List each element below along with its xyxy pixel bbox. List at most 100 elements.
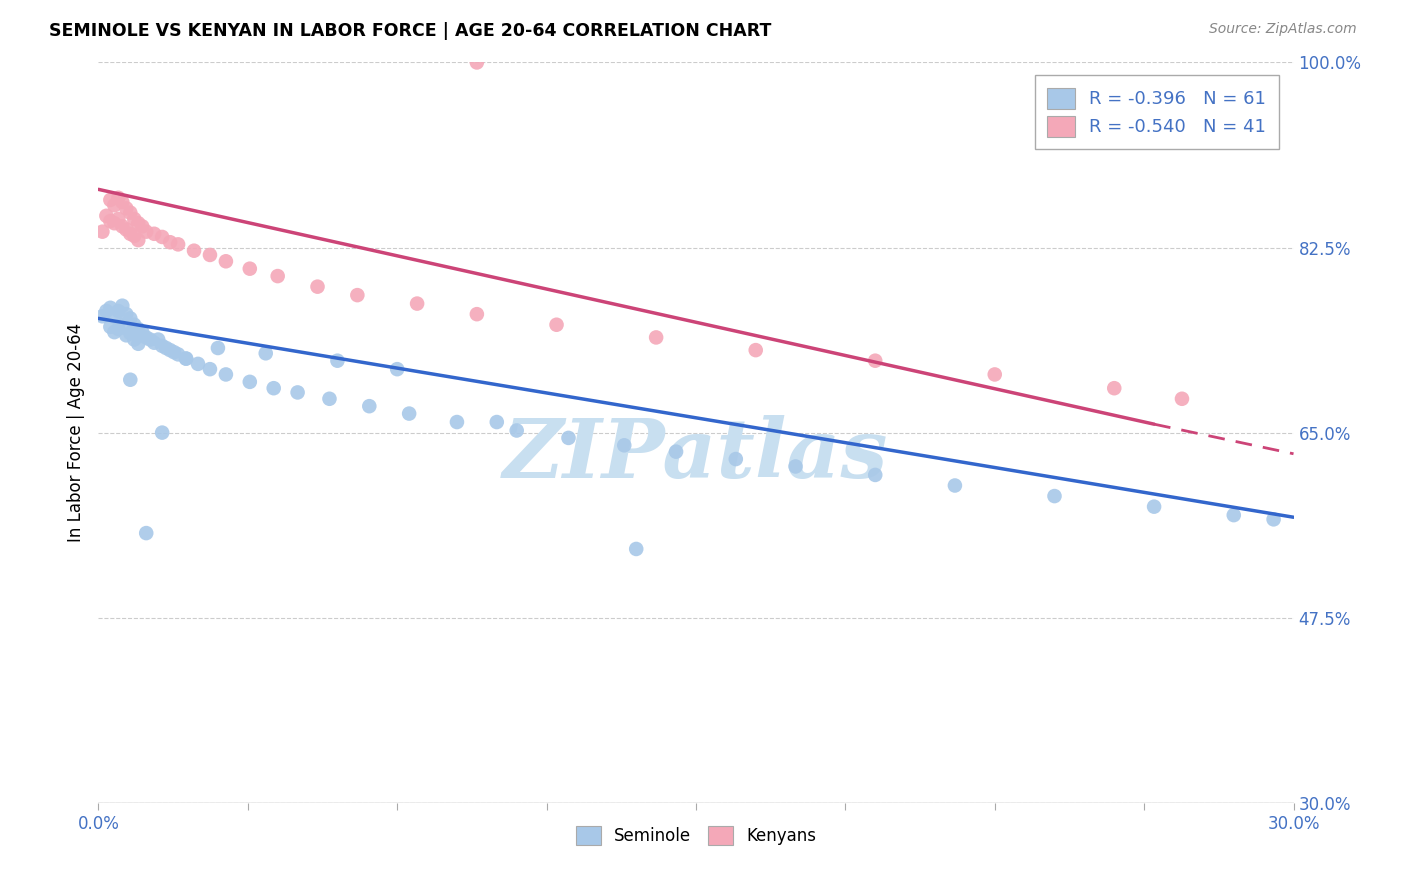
Point [96, 304, 118, 318]
Legend: Seminole, Kenyans: Seminole, Kenyans [568, 818, 824, 854]
Point [665, 444, 688, 458]
Point [446, 415, 468, 429]
Point [215, 368, 238, 382]
Point [167, 347, 190, 361]
Point [120, 373, 142, 387]
Point [115, 202, 138, 216]
Point [1143, 500, 1166, 514]
Point [174, 351, 197, 366]
Point [124, 211, 146, 226]
Point [111, 195, 134, 210]
Point [1043, 489, 1066, 503]
Point [198, 248, 221, 262]
Point [865, 467, 887, 482]
Point [120, 205, 142, 219]
Y-axis label: In Labor Force | Age 20-64: In Labor Force | Age 20-64 [66, 323, 84, 542]
Point [745, 343, 768, 358]
Point [135, 225, 157, 239]
Point [263, 381, 285, 395]
Point [239, 375, 262, 389]
Point [187, 357, 209, 371]
Point [465, 307, 488, 321]
Point [115, 222, 138, 236]
Point [111, 318, 134, 332]
Point [111, 299, 134, 313]
Point [406, 296, 429, 310]
Point [183, 244, 205, 258]
Point [135, 526, 157, 541]
Point [239, 261, 262, 276]
Point [150, 339, 173, 353]
Point [103, 310, 125, 324]
Point [326, 353, 349, 368]
Point [115, 307, 138, 321]
Point [155, 341, 177, 355]
Point [645, 330, 668, 344]
Point [135, 330, 157, 344]
Point [127, 322, 149, 336]
Point [385, 362, 409, 376]
Point [159, 343, 181, 358]
Point [127, 216, 149, 230]
Point [98, 301, 122, 315]
Point [150, 230, 173, 244]
Point [98, 214, 122, 228]
Point [215, 254, 238, 268]
Text: SEMINOLE VS KENYAN IN LABOR FORCE | AGE 20-64 CORRELATION CHART: SEMINOLE VS KENYAN IN LABOR FORCE | AGE … [49, 22, 772, 40]
Point [143, 227, 166, 241]
Point [103, 216, 125, 230]
Point [1223, 508, 1246, 522]
Point [150, 425, 173, 440]
Point [174, 351, 197, 366]
Point [115, 328, 138, 343]
Point [120, 311, 142, 326]
Point [96, 209, 118, 223]
Point [124, 333, 146, 347]
Point [984, 368, 1007, 382]
Point [318, 392, 340, 406]
Point [159, 235, 181, 250]
Point [1171, 392, 1194, 406]
Point [198, 362, 221, 376]
Point [139, 333, 162, 347]
Point [1104, 381, 1126, 395]
Point [107, 322, 129, 336]
Point [167, 237, 190, 252]
Point [865, 353, 887, 368]
Point [943, 478, 966, 492]
Point [124, 318, 146, 332]
Point [127, 233, 149, 247]
Point [207, 341, 229, 355]
Point [91, 310, 114, 324]
Point [267, 269, 290, 284]
Point [254, 346, 277, 360]
Text: ZIPatlas: ZIPatlas [503, 415, 889, 495]
Point [103, 198, 125, 212]
Point [120, 227, 142, 241]
Point [107, 211, 129, 226]
Point [131, 219, 153, 234]
Point [111, 219, 134, 234]
Point [613, 438, 636, 452]
Point [785, 459, 807, 474]
Point [398, 407, 420, 421]
Text: Source: ZipAtlas.com: Source: ZipAtlas.com [1209, 22, 1357, 37]
Point [287, 385, 309, 400]
Point [98, 193, 122, 207]
Point [120, 326, 142, 341]
Point [143, 335, 166, 350]
Point [359, 399, 381, 413]
Point [91, 225, 114, 239]
Point [465, 55, 488, 70]
Point [724, 452, 747, 467]
Point [1263, 512, 1285, 526]
Point [307, 279, 329, 293]
Point [98, 319, 122, 334]
Point [131, 325, 153, 339]
Point [557, 431, 579, 445]
Point [346, 288, 368, 302]
Point [107, 304, 129, 318]
Point [124, 228, 146, 243]
Point [626, 541, 648, 556]
Point [103, 325, 125, 339]
